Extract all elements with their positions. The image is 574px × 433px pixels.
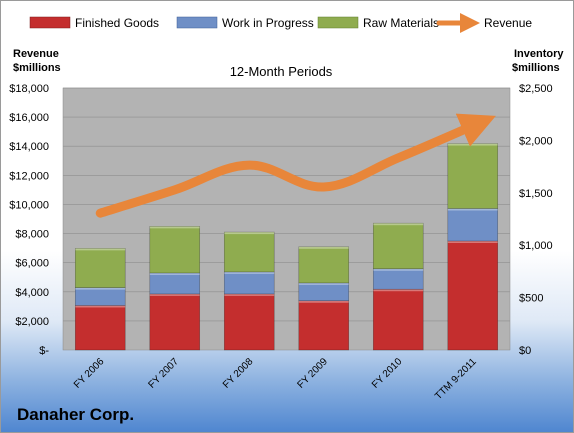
left-tick-label: $18,000 — [9, 83, 49, 95]
bar-highlight — [75, 305, 126, 308]
right-axis-title-line2: $millions — [512, 62, 560, 74]
bar-finished-goods — [149, 293, 201, 351]
left-tick-label: $6,000 — [15, 258, 49, 270]
left-tick-label: $16,000 — [9, 112, 49, 124]
bar-highlight — [149, 293, 200, 296]
right-axis-ticks: $0 $500 $1,000 $1,500 $2,000 $2,500 — [519, 83, 553, 357]
bar-highlight — [224, 271, 275, 274]
bar-raw-materials — [74, 248, 126, 288]
right-tick-label: $1,000 — [519, 240, 553, 252]
left-tick-label: $2,000 — [15, 316, 49, 328]
bar-highlight — [75, 248, 126, 251]
revenue-line-layer — [95, 113, 496, 218]
bar-finished-goods — [74, 305, 126, 351]
left-axis-title-line2: $millions — [13, 62, 61, 74]
right-tick-label: $1,500 — [519, 188, 553, 200]
x-axis-ticks: FY 2006 FY 2007 FY 2008 FY 2009 FY 2010 TTM 9… — [72, 356, 479, 402]
x-tick-label: FY 2007 — [146, 356, 181, 391]
chart-title: 12-Month Periods — [230, 64, 333, 79]
bar-finished-goods — [447, 240, 499, 351]
bar-raw-materials — [298, 246, 350, 284]
legend-swatch-work-in-progress — [176, 16, 218, 29]
company-name: Danaher Corp. — [17, 405, 135, 424]
bar-work-in-progress — [447, 208, 499, 242]
left-tick-label: $4,000 — [15, 287, 49, 299]
x-tick-label: TTM 9-2011 — [433, 356, 479, 402]
bar-raw-materials — [149, 226, 201, 274]
left-tick-label: $12,000 — [9, 170, 49, 182]
bar-finished-goods — [298, 300, 350, 351]
bars — [74, 143, 499, 351]
right-axis-title-line1: Inventory — [514, 48, 564, 60]
bar-highlight — [298, 282, 349, 285]
bar-work-in-progress — [223, 271, 275, 295]
x-tick-label: FY 2006 — [72, 356, 107, 391]
legend-label-work-in-progress: Work in Progress — [222, 16, 314, 30]
legend-label-revenue: Revenue — [484, 16, 532, 30]
bar-finished-goods — [372, 288, 424, 351]
right-tick-label: $0 — [519, 345, 531, 357]
x-tick-label: FY 2010 — [370, 356, 405, 391]
bar-highlight — [224, 293, 275, 296]
bar-highlight — [298, 300, 349, 303]
bar-raw-materials — [447, 143, 499, 209]
right-tick-label: $500 — [519, 293, 543, 305]
revenue-line — [95, 113, 496, 218]
bar-work-in-progress — [372, 268, 424, 290]
bar-highlight — [149, 226, 200, 229]
x-tick-label: FY 2009 — [295, 356, 330, 391]
plot-area — [62, 87, 511, 351]
bar-highlight — [373, 289, 424, 292]
bar-highlight — [224, 232, 275, 235]
bar-highlight — [298, 246, 349, 249]
bar-raw-materials — [223, 231, 275, 273]
bar-highlight — [447, 241, 498, 244]
bar-highlight — [373, 223, 424, 226]
bar-highlight — [373, 268, 424, 271]
left-axis-title-line1: Revenue — [13, 48, 59, 60]
bar-highlight — [447, 143, 498, 146]
left-tick-label: $14,000 — [9, 141, 49, 153]
left-tick-label: $- — [39, 345, 49, 357]
bar-highlight — [447, 208, 498, 211]
x-tick-label: FY 2008 — [221, 356, 256, 391]
bar-work-in-progress — [298, 282, 350, 302]
bar-raw-materials — [372, 222, 424, 270]
left-axis-ticks: $- $2,000 $4,000 $6,000 $8,000 $10,000 $12,000… — [9, 83, 49, 357]
bar-highlight — [149, 272, 200, 275]
legend: Finished Goods Work in Progress Raw Mate… — [29, 13, 532, 33]
left-tick-label: $8,000 — [15, 229, 49, 241]
bar-work-in-progress — [74, 287, 126, 306]
right-tick-label: $2,000 — [519, 135, 553, 147]
bar-work-in-progress — [149, 272, 201, 295]
legend-label-finished-goods: Finished Goods — [75, 16, 159, 30]
legend-label-raw-materials: Raw Materials — [363, 16, 439, 30]
legend-swatch-finished-goods — [29, 16, 71, 29]
legend-swatch-raw-materials — [317, 16, 359, 29]
bar-finished-goods — [223, 293, 275, 351]
bar-highlight — [75, 287, 126, 290]
left-tick-label: $10,000 — [9, 199, 49, 211]
right-tick-label: $2,500 — [519, 83, 553, 95]
